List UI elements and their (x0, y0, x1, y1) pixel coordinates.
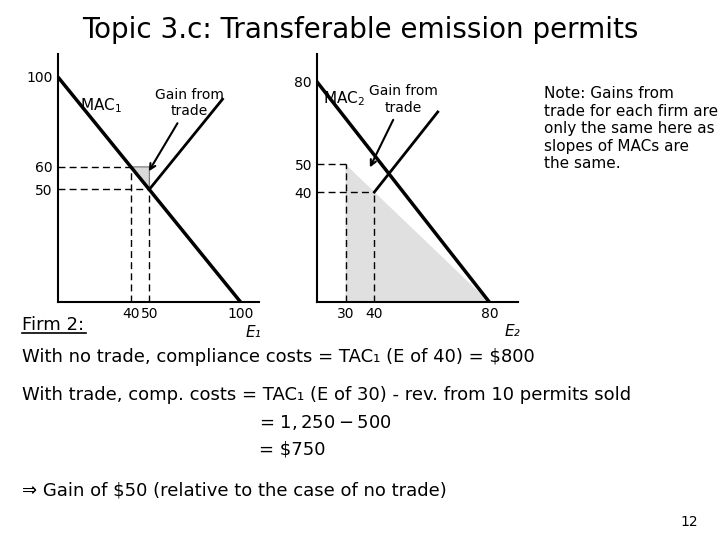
Text: E₂: E₂ (505, 325, 521, 340)
Text: Topic 3.c: Transferable emission permits: Topic 3.c: Transferable emission permits (82, 16, 638, 44)
Text: E₁: E₁ (246, 325, 261, 340)
Text: MAC$_2$: MAC$_2$ (323, 90, 364, 109)
Text: 12: 12 (681, 515, 698, 529)
Text: MAC$_1$: MAC$_1$ (80, 97, 122, 115)
Text: With trade, comp. costs = TAC₁ (E of 30) - rev. from 10 permits sold: With trade, comp. costs = TAC₁ (E of 30)… (22, 386, 631, 404)
Text: Gain from
trade: Gain from trade (369, 84, 438, 165)
Polygon shape (346, 164, 490, 302)
Text: Gain from
trade: Gain from trade (150, 88, 224, 170)
Text: Firm 2:: Firm 2: (22, 316, 84, 334)
Text: ⇒ Gain of $50 (relative to the case of no trade): ⇒ Gain of $50 (relative to the case of n… (22, 482, 446, 500)
Text: Note: Gains from
trade for each firm are
only the same here as
slopes of MACs ar: Note: Gains from trade for each firm are… (544, 86, 718, 171)
Text: = $1,250 - $500: = $1,250 - $500 (259, 413, 392, 432)
Text: = $750: = $750 (259, 440, 325, 458)
Polygon shape (131, 167, 149, 190)
Text: With no trade, compliance costs = TAC₁ (E of 40) = $800: With no trade, compliance costs = TAC₁ (… (22, 348, 534, 366)
